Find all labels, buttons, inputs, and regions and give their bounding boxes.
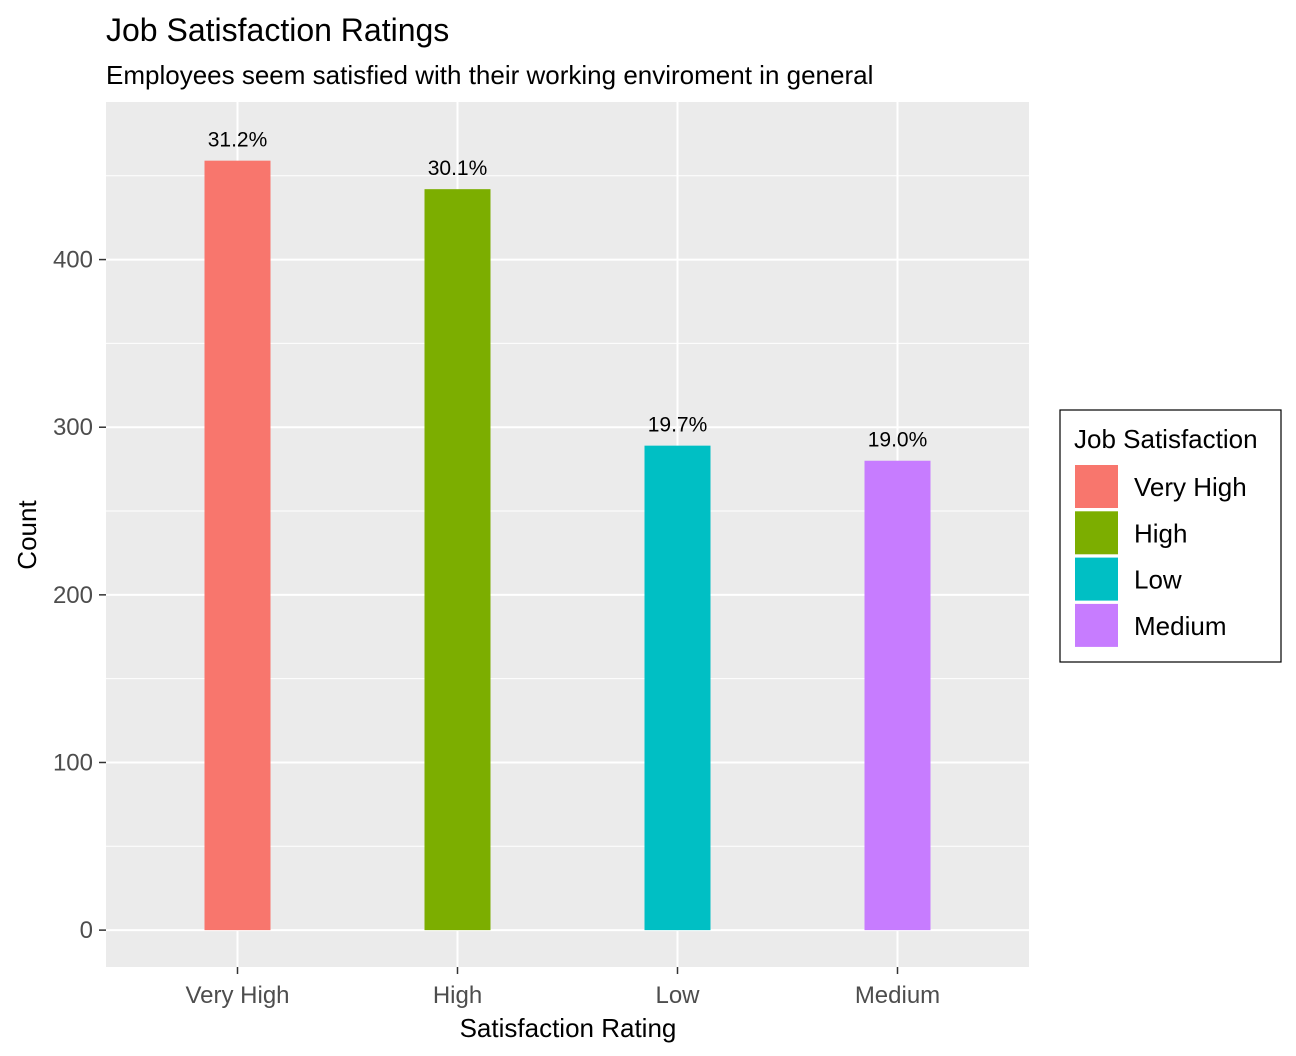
data-labels: 31.2% 30.1% 19.7% 19.0% [208, 129, 928, 452]
chart-subtitle: Employees seem satisfied with their work… [106, 60, 873, 90]
x-tick-label: High [433, 982, 482, 1009]
bar-low [644, 445, 711, 931]
legend-swatch [1075, 557, 1118, 601]
y-tick-label: 200 [53, 582, 93, 609]
data-label: 19.0% [868, 429, 928, 452]
legend-title: Job Satisfaction [1074, 424, 1258, 454]
legend-label: Low [1134, 565, 1182, 595]
legend-items: Very High High Low Medium [1075, 465, 1247, 647]
legend-label: High [1134, 518, 1187, 548]
bar-very-high [204, 160, 271, 931]
legend-label: Medium [1134, 611, 1226, 641]
y-axis-title: Count [12, 500, 42, 570]
x-axis: Very High High Low Medium [185, 967, 940, 1009]
y-tick-label: 300 [53, 414, 93, 441]
chart-title: Job Satisfaction Ratings [106, 12, 449, 48]
data-label: 31.2% [208, 129, 268, 152]
x-tick-label: Low [655, 982, 700, 1009]
x-tick-label: Medium [855, 982, 940, 1009]
legend-swatch [1075, 603, 1118, 647]
bar-high [424, 189, 491, 931]
bar-medium [864, 460, 931, 931]
y-tick-label: 400 [53, 247, 93, 274]
legend-label: Very High [1134, 472, 1247, 502]
x-tick-label: Very High [185, 982, 289, 1009]
legend-swatch [1075, 465, 1118, 508]
legend-swatch [1075, 511, 1118, 555]
bars [204, 160, 931, 931]
y-axis: 0 100 200 300 400 [53, 247, 106, 944]
y-tick-label: 0 [80, 917, 93, 944]
data-label: 19.7% [648, 414, 708, 437]
legend: Job Satisfaction Very High High Low Medium [1059, 409, 1282, 663]
data-label: 30.1% [428, 157, 488, 180]
y-tick-label: 100 [53, 749, 93, 776]
x-axis-title: Satisfaction Rating [460, 1013, 677, 1043]
